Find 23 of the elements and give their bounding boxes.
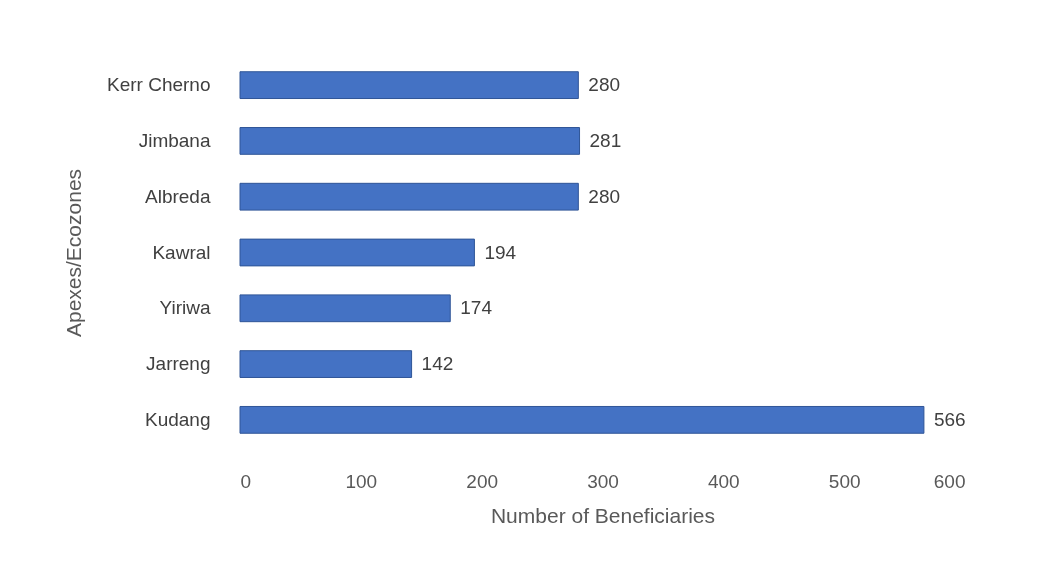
- x-tick-label: 100: [345, 470, 378, 492]
- data-label: 566: [933, 408, 966, 430]
- y-tick-label: Kerr Cherno: [107, 74, 211, 96]
- y-axis-title: Apexes/Ecozones: [62, 168, 86, 338]
- x-tick-label: 500: [828, 470, 861, 492]
- x-axis-title: Number of Beneficiaries: [490, 503, 716, 527]
- data-label: 174: [460, 297, 493, 319]
- y-tick-label: Kudang: [144, 408, 211, 430]
- y-tick-label: Albreda: [145, 185, 211, 207]
- data-label: 280: [588, 185, 621, 207]
- x-tick-label: 0: [240, 470, 252, 492]
- data-label: 280: [588, 74, 621, 96]
- data-label: 142: [421, 353, 454, 375]
- data-label: 281: [589, 129, 622, 151]
- x-tick-label: 400: [707, 470, 740, 492]
- y-tick-label: Jarreng: [146, 353, 211, 375]
- x-tick-label: 200: [466, 470, 499, 492]
- x-tick-label: 300: [587, 470, 619, 492]
- x-tick-label: 600: [933, 470, 966, 492]
- y-tick-label: Jimbana: [138, 129, 211, 151]
- y-tick-label: Kawral: [152, 241, 211, 263]
- data-label: 194: [484, 241, 517, 263]
- y-tick-label: Yiriwa: [159, 297, 211, 319]
